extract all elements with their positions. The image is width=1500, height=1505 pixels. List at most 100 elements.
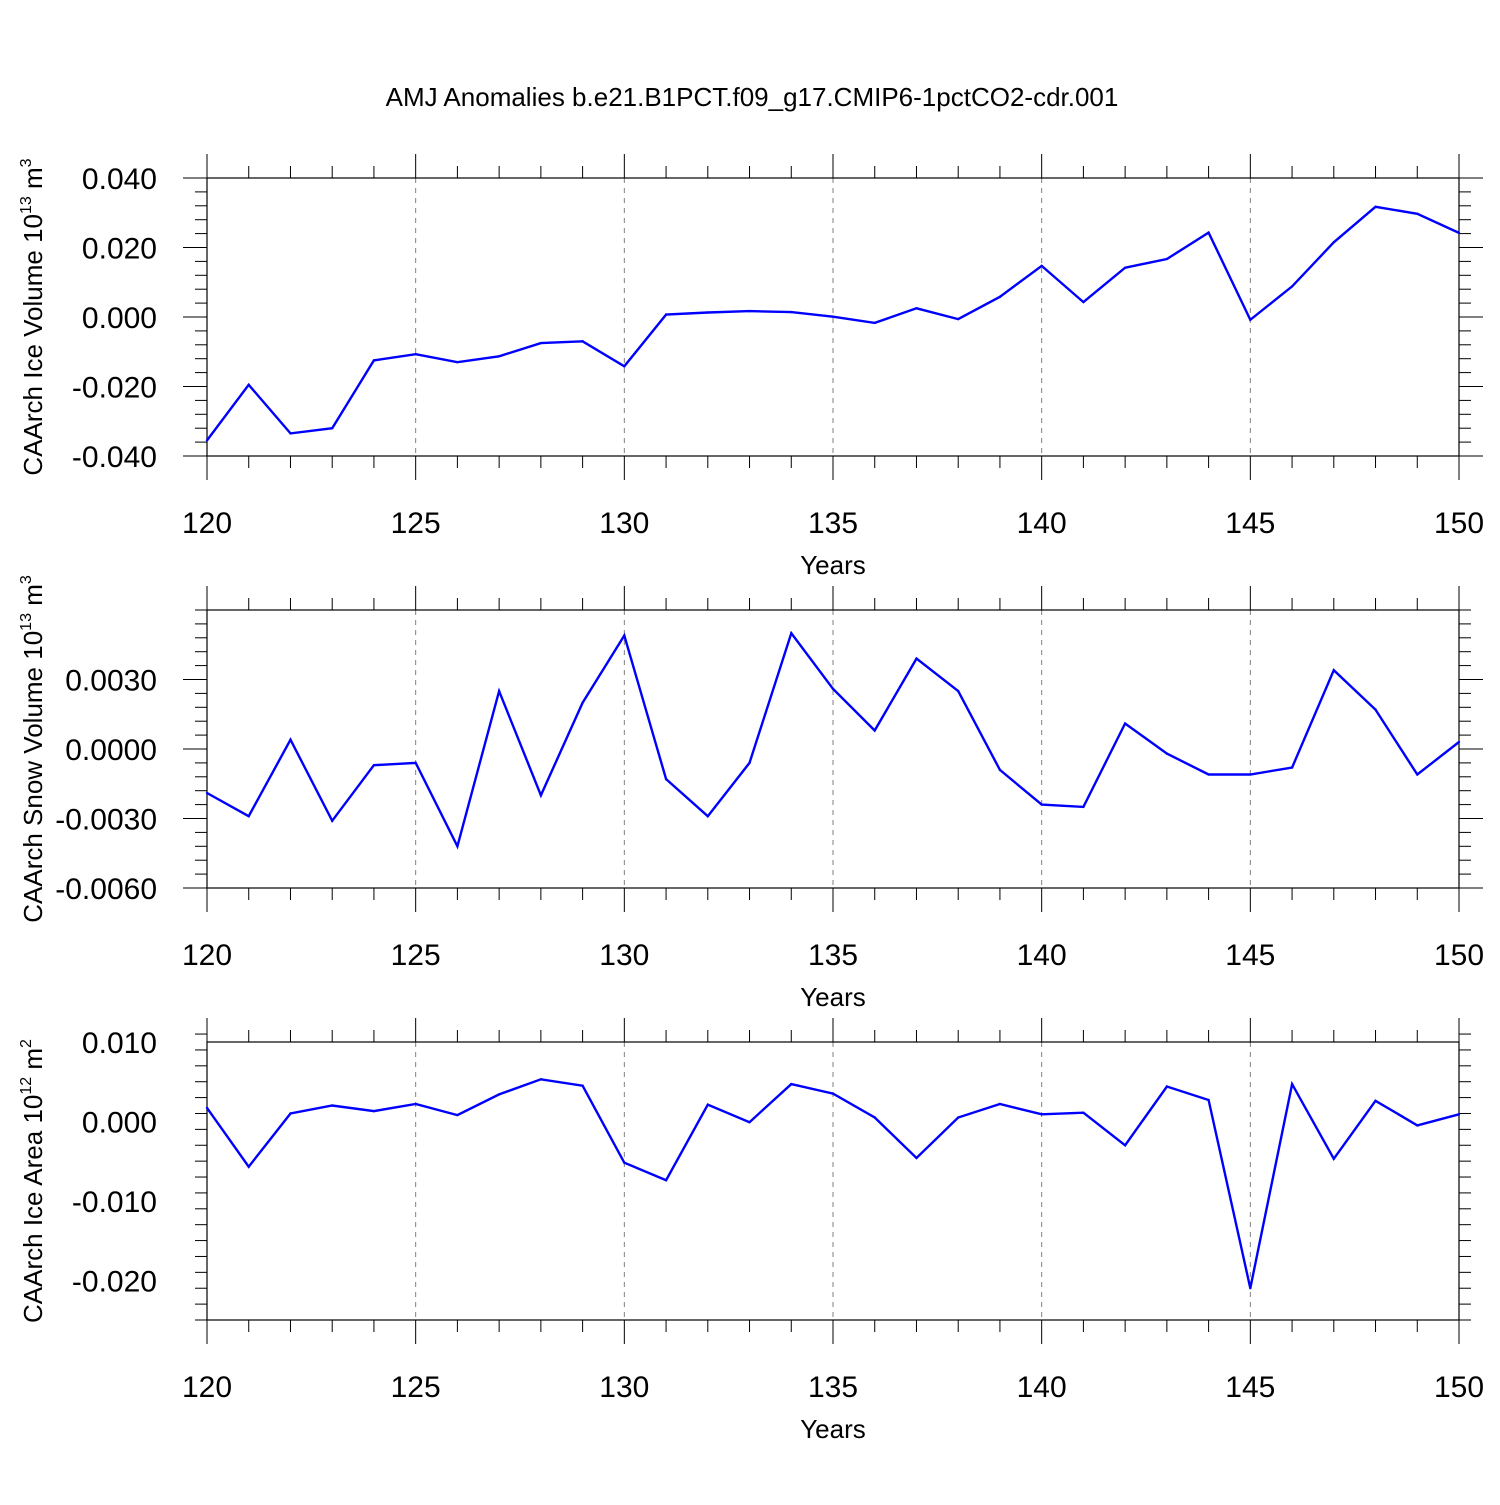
data-point xyxy=(1374,205,1377,209)
data-point xyxy=(414,761,417,765)
data-point xyxy=(706,814,709,818)
data-point xyxy=(581,340,584,343)
data-point xyxy=(497,1093,501,1096)
data-point xyxy=(748,309,751,313)
data-point xyxy=(1374,1099,1377,1102)
data-point xyxy=(1040,264,1043,268)
data-point xyxy=(456,360,459,364)
x-tick-label: 145 xyxy=(1225,507,1275,540)
data-point xyxy=(1457,1113,1461,1116)
chart-panel-3: 0.010 0.000 -0.010 -0.020 120 125 130 135 140 145… xyxy=(18,1018,1484,1444)
data-point xyxy=(1457,740,1461,744)
data-point xyxy=(1290,285,1294,288)
data-point xyxy=(1457,231,1461,235)
data-point xyxy=(372,359,376,362)
data-point xyxy=(664,777,668,781)
data-point xyxy=(998,295,1002,299)
data-point xyxy=(873,1116,876,1119)
data-point xyxy=(1332,241,1336,244)
y-tick-label: -0.010 xyxy=(72,1186,157,1219)
data-point xyxy=(581,701,584,704)
data-point xyxy=(748,761,751,765)
data-point xyxy=(331,1104,334,1107)
data-point xyxy=(1290,766,1294,769)
data-point xyxy=(1082,300,1085,304)
data-point xyxy=(581,1084,584,1087)
data-point xyxy=(664,313,668,316)
x-tick-label: 140 xyxy=(1017,1371,1067,1404)
y-tick-label: 0.0000 xyxy=(65,734,157,767)
data-point xyxy=(1207,1098,1210,1102)
data-point xyxy=(1290,1082,1294,1086)
y-tick-label: 0.0030 xyxy=(65,665,157,698)
x-axis-title: Years xyxy=(800,550,866,580)
chart-panel-2: 0.0030 0.0000 -0.0030 -0.0060 120 125 130 135 14… xyxy=(18,575,1484,1012)
y-tick-label: 0.000 xyxy=(82,302,157,335)
data-point xyxy=(456,1113,459,1117)
data-point xyxy=(247,814,250,818)
data-point xyxy=(1165,1085,1169,1088)
data-point xyxy=(1040,1113,1043,1116)
x-tick-label: 140 xyxy=(1017,507,1067,540)
y-tick-label: 0.000 xyxy=(82,1106,157,1139)
data-point xyxy=(957,689,960,693)
x-tick-label: 130 xyxy=(599,1371,649,1404)
data-point xyxy=(372,1109,376,1113)
y-axis-title: CAArch Ice Area 1012 m2 xyxy=(18,1039,48,1323)
data-point xyxy=(456,845,459,848)
x-tick-label: 135 xyxy=(808,939,858,972)
data-point xyxy=(831,315,835,318)
data-point xyxy=(1040,803,1043,806)
data-point xyxy=(1123,1144,1127,1147)
data-point xyxy=(998,768,1002,772)
y-tick-label: 0.020 xyxy=(82,233,157,266)
x-tick-label: 135 xyxy=(808,507,858,540)
y-axis-title: CAArch Ice Volume 1013 m3 xyxy=(18,158,48,475)
y-tick-label: 0.010 xyxy=(82,1027,157,1060)
data-point xyxy=(1332,1157,1336,1160)
x-tick-label: 130 xyxy=(599,507,649,540)
x-axis-title: Years xyxy=(800,1414,866,1444)
data-point xyxy=(1082,805,1085,809)
data-point xyxy=(539,1078,543,1081)
data-point xyxy=(957,317,960,321)
x-tick-label: 125 xyxy=(391,1371,441,1404)
data-point xyxy=(998,1102,1002,1106)
x-tick-label: 140 xyxy=(1017,939,1067,972)
x-tick-label: 145 xyxy=(1225,939,1275,972)
x-tick-label: 130 xyxy=(599,939,649,972)
x-axis-title: Years xyxy=(800,982,866,1012)
data-point xyxy=(706,1103,709,1106)
data-point xyxy=(623,365,626,368)
data-point xyxy=(331,427,334,430)
data-point xyxy=(873,321,876,325)
data-point xyxy=(497,355,501,358)
data-point xyxy=(790,310,793,314)
data-point xyxy=(497,689,501,693)
y-tick-label: 0.040 xyxy=(82,163,157,196)
x-tick-label: 145 xyxy=(1225,1371,1275,1404)
y-tick-label: -0.040 xyxy=(72,441,157,474)
data-point xyxy=(957,1116,960,1119)
data-point xyxy=(539,794,543,797)
data-point xyxy=(1249,1287,1252,1290)
data-point xyxy=(790,1082,793,1086)
data-point xyxy=(289,432,292,435)
data-point xyxy=(1207,231,1210,234)
y-tick-label: -0.020 xyxy=(72,372,157,405)
chart-panel-1: 0.040 0.020 0.000 -0.020 -0.040 120 125 130 135 1… xyxy=(18,154,1484,580)
data-point xyxy=(1374,708,1377,711)
x-tick-label: 125 xyxy=(391,507,441,540)
data-point xyxy=(1249,318,1252,321)
data-point xyxy=(1123,722,1127,725)
x-tick-label: 150 xyxy=(1434,507,1484,540)
chart-title: AMJ Anomalies b.e21.B1PCT.f09_g17.CMIP6-… xyxy=(386,82,1119,112)
data-point xyxy=(1416,773,1419,776)
data-point xyxy=(1332,669,1336,672)
data-point xyxy=(205,439,209,442)
data-point xyxy=(414,352,417,356)
data-point xyxy=(289,1112,292,1115)
x-tick-label: 125 xyxy=(391,939,441,972)
